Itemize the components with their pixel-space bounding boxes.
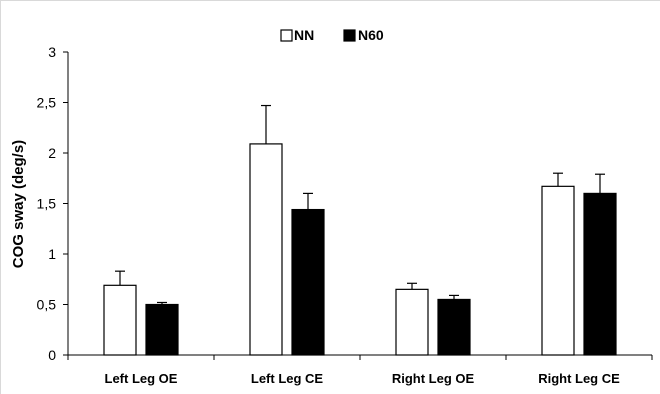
bar-nn-2 — [395, 288, 429, 356]
bar-n60-2 — [437, 298, 471, 356]
y-tick-label: 1 — [48, 246, 56, 262]
bar-nn-0 — [103, 284, 137, 356]
y-axis-title: COG sway (deg/s) — [10, 140, 27, 268]
legend-label-nn: NN — [294, 27, 314, 43]
y-tick-label: 2,5 — [37, 95, 57, 111]
bar-nn-3 — [541, 185, 575, 356]
bar-n60-1 — [291, 208, 325, 356]
bar-n60-0 — [145, 303, 179, 356]
y-tick-label: 0,5 — [37, 297, 57, 313]
x-category-label: Right Leg CE — [538, 371, 620, 386]
x-category-label: Left Leg CE — [251, 371, 324, 386]
legend-swatch-nn — [280, 29, 293, 42]
bars — [103, 104, 617, 356]
y-tick-label: 1,5 — [37, 196, 57, 212]
bar-n60-3 — [583, 192, 617, 356]
x-category-label: Left Leg OE — [105, 371, 178, 386]
x-category-label: Right Leg OE — [392, 371, 475, 386]
labels: 0 0,5 1 1,5 2 2,5 3 Left Leg OE Left Leg CE Right… — [37, 44, 621, 386]
y-tick-label: 2 — [48, 145, 56, 161]
bar-nn-1 — [249, 143, 283, 356]
legend: NN N60 — [280, 27, 384, 43]
y-tick-label: 3 — [48, 44, 56, 60]
y-tick-label: 0 — [48, 347, 56, 363]
legend-label-n60: N60 — [358, 27, 384, 43]
legend-swatch-n60 — [343, 29, 356, 42]
